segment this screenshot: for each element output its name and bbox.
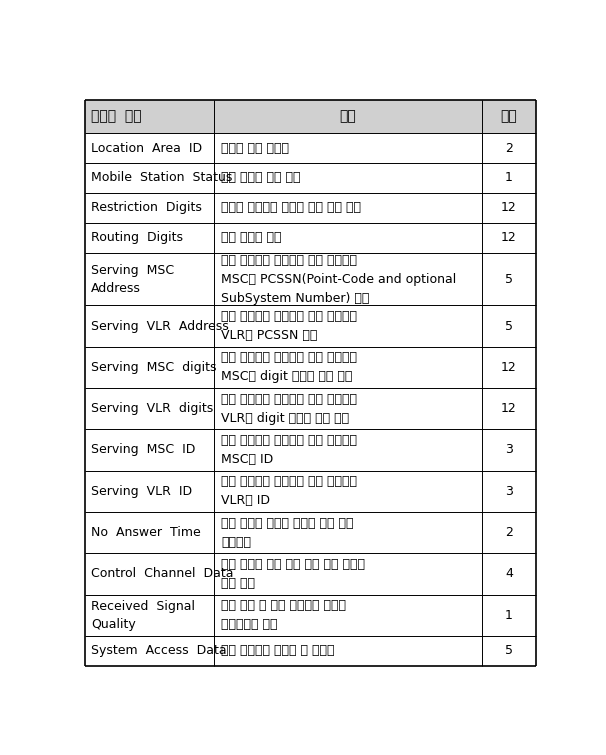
Text: Serving  VLR  digits: Serving VLR digits — [92, 402, 213, 415]
Text: Serving  MSC
Address: Serving MSC Address — [92, 263, 175, 294]
Text: Routing  Digits: Routing Digits — [92, 231, 183, 245]
Text: 이동 단말기가 위치하는 곳을 담당하는
VLR의 PCSSN 정보: 이동 단말기가 위치하는 곳을 담당하는 VLR의 PCSSN 정보 — [221, 310, 358, 342]
Text: 이동 단말기 무응답 판정을 위한 최대
허용시간: 이동 단말기 무응답 판정을 위한 최대 허용시간 — [221, 516, 354, 549]
Text: 특수 라우팅 정보: 특수 라우팅 정보 — [221, 231, 282, 245]
Text: 12: 12 — [501, 402, 517, 415]
Text: 이동 단말기가 위치하는 곳을 담당하는
MSC의 PCSSN(Point-Code and optional
SubSystem Number) 정보: 이동 단말기가 위치하는 곳을 담당하는 MSC의 PCSSN(Point-Co… — [221, 254, 456, 304]
Bar — [85, 595, 536, 636]
Text: 5: 5 — [505, 319, 513, 333]
Text: 5: 5 — [505, 273, 513, 285]
Text: 이동 단말기가 위치하는 곳을 담당하는
MSC의 ID: 이동 단말기가 위치하는 곳을 담당하는 MSC의 ID — [221, 434, 358, 466]
Text: 이동 단말기가 위치한 셀 식별자: 이동 단말기가 위치한 셀 식별자 — [221, 644, 335, 658]
Bar — [85, 388, 536, 430]
Text: 5: 5 — [505, 644, 513, 658]
Text: Mobile  Station  Status: Mobile Station Status — [92, 171, 233, 184]
Text: Serving  VLR  ID: Serving VLR ID — [92, 485, 192, 498]
Text: 이동 단말기가 위치하는 곳을 담당하는
VLR의 ID: 이동 단말기가 위치하는 곳을 담당하는 VLR의 ID — [221, 476, 358, 507]
Text: 4: 4 — [505, 568, 513, 581]
Text: 12: 12 — [501, 231, 517, 245]
Bar — [85, 133, 536, 163]
Text: Serving  VLR  Address: Serving VLR Address — [92, 319, 229, 333]
Bar — [85, 470, 536, 512]
Text: 2: 2 — [505, 526, 513, 539]
Text: 이동 단말기가 위치하는 곳을 담당하는
MSC의 digit 형태의 주소 정보: 이동 단말기가 위치하는 곳을 담당하는 MSC의 digit 형태의 주소 정… — [221, 351, 358, 384]
Bar — [85, 306, 536, 347]
Bar — [85, 253, 536, 306]
Text: 이동 단말기 상태 정보: 이동 단말기 상태 정보 — [221, 171, 301, 184]
Bar — [85, 163, 536, 193]
Text: 1: 1 — [505, 171, 513, 184]
Bar — [85, 553, 536, 595]
Bar — [85, 100, 536, 133]
Bar — [85, 347, 536, 388]
Bar — [85, 430, 536, 470]
Bar — [85, 223, 536, 253]
Text: 12: 12 — [501, 361, 517, 374]
Bar — [85, 636, 536, 666]
Text: Serving  MSC  digits: Serving MSC digits — [92, 361, 217, 374]
Text: 발호가 허용되는 번호의 일부 혹은 전체: 발호가 허용되는 번호의 일부 혹은 전체 — [221, 202, 361, 214]
Bar — [85, 193, 536, 223]
Text: 설명: 설명 — [339, 109, 356, 124]
Text: 12: 12 — [501, 202, 517, 214]
Text: 이동 단말기가 위치하는 곳을 담당하는
VLR의 digit 형태의 주소 정보: 이동 단말기가 위치하는 곳을 담당하는 VLR의 digit 형태의 주소 정… — [221, 393, 358, 425]
Text: Serving  MSC  ID: Serving MSC ID — [92, 443, 196, 457]
Text: 1: 1 — [505, 609, 513, 621]
Text: 3: 3 — [505, 443, 513, 457]
Text: 2: 2 — [505, 141, 513, 155]
Text: 위치 등록 시 이동 단말기가 수신한
신호레벨의 강도: 위치 등록 시 이동 단말기가 수신한 신호레벨의 강도 — [221, 599, 347, 631]
Text: 데이터  항목: 데이터 항목 — [92, 109, 142, 124]
Text: 길이: 길이 — [501, 109, 518, 124]
Text: No  Answer  Time: No Answer Time — [92, 526, 201, 539]
Text: System  Access  Data: System Access Data — [92, 644, 227, 658]
Text: Restriction  Digits: Restriction Digits — [92, 202, 202, 214]
Text: Control  Channel  Data: Control Channel Data — [92, 568, 234, 581]
Text: 3: 3 — [505, 485, 513, 498]
Text: 가입자 위치 식별자: 가입자 위치 식별자 — [221, 141, 289, 155]
Bar — [85, 512, 536, 553]
Text: 이동 단말기 위치 등록 시의 제어 채널에
대한 정보: 이동 단말기 위치 등록 시의 제어 채널에 대한 정보 — [221, 558, 365, 590]
Text: Location  Area  ID: Location Area ID — [92, 141, 202, 155]
Text: Received  Signal
Quality: Received Signal Quality — [92, 599, 195, 630]
